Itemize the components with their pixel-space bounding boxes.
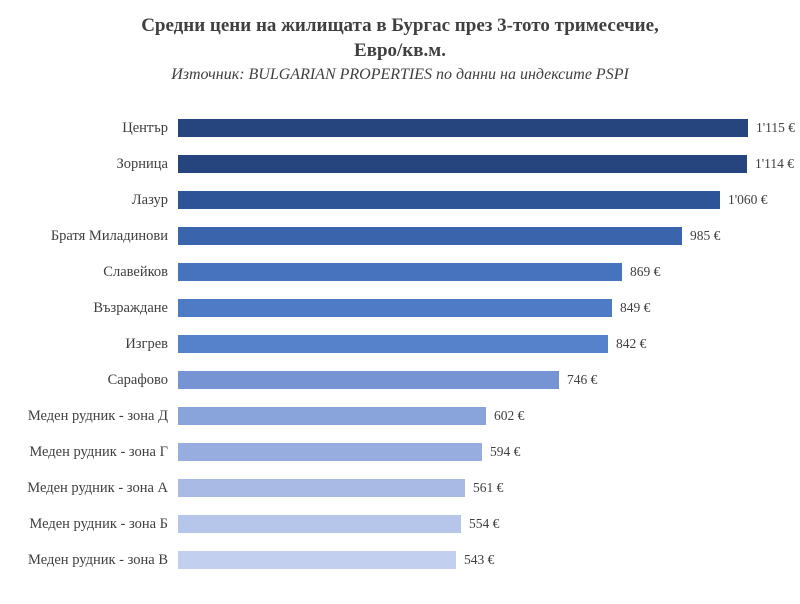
category-label: Меден рудник - зона В [28, 551, 168, 568]
bar-track: 985 € [178, 227, 800, 246]
bar-row: Сарафово 746 € [0, 362, 800, 398]
bar [178, 407, 486, 426]
bar [178, 515, 461, 534]
value-label: 554 € [469, 516, 500, 532]
category-label: Изгрев [125, 335, 168, 352]
category-label: Меден рудник - зона Д [27, 407, 168, 424]
bar-track: 1'114 € [178, 155, 800, 174]
bar-row: Братя Миладинови 985 € [0, 218, 800, 254]
bar-row: Зорница 1'114 € [0, 146, 800, 182]
bar-row: Славейков 869 € [0, 254, 800, 290]
bar [178, 443, 482, 462]
bar-row: Меден рудник - зона А 561 € [0, 470, 800, 506]
bar [178, 227, 682, 246]
bar [178, 119, 748, 138]
chart-title-line1: Средни цени на жилищата в Бургас през 3-… [141, 15, 659, 36]
value-label: 1'114 € [755, 156, 795, 172]
bar-row: Меден рудник - зона Г 594 € [0, 434, 800, 470]
value-label: 746 € [567, 372, 598, 388]
category-label: Меден рудник - зона Г [29, 443, 168, 460]
bar [178, 371, 559, 390]
bar-row: Център 1'115 € [0, 110, 800, 146]
bar-row: Възраждане 849 € [0, 290, 800, 326]
value-label: 543 € [464, 552, 495, 568]
bar [178, 479, 465, 498]
category-label: Възраждане [93, 299, 168, 316]
bar-row: Меден рудник - зона В 543 € [0, 542, 800, 578]
bar-track: 554 € [178, 515, 800, 534]
bar-track: 849 € [178, 299, 800, 318]
bar-row: Меден рудник - зона Д 602 € [0, 398, 800, 434]
value-label: 869 € [630, 264, 661, 280]
category-label: Център [122, 119, 168, 136]
bar [178, 263, 622, 282]
value-label: 842 € [616, 336, 647, 352]
category-label: Лазур [131, 191, 168, 208]
bar-track: 842 € [178, 335, 800, 354]
value-label: 594 € [490, 444, 521, 460]
bar [178, 191, 720, 210]
bar [178, 155, 747, 174]
bar-track: 543 € [178, 551, 800, 570]
bar-row: Изгрев 842 € [0, 326, 800, 362]
category-label: Славейков [103, 263, 168, 280]
bar-chart: Център 1'115 € Зорница 1'114 € Лазур 1'060 € Б… [0, 110, 800, 578]
bar [178, 335, 608, 354]
value-label: 602 € [494, 408, 525, 424]
bar-row: Лазур 1'060 € [0, 182, 800, 218]
category-label: Сарафово [107, 371, 168, 388]
value-label: 561 € [473, 480, 504, 496]
category-label: Меден рудник - зона Б [29, 515, 168, 532]
bar-track: 561 € [178, 479, 800, 498]
category-label: Меден рудник - зона А [27, 479, 168, 496]
category-label: Братя Миладинови [50, 227, 168, 244]
bar-track: 602 € [178, 407, 800, 426]
bar [178, 299, 612, 318]
bar-track: 1'115 € [178, 119, 800, 138]
bar-track: 1'060 € [178, 191, 800, 210]
chart-title-line2: Евро/кв.м. [354, 40, 446, 62]
value-label: 1'060 € [728, 192, 768, 208]
bar-track: 594 € [178, 443, 800, 462]
value-label: 985 € [690, 228, 721, 244]
value-label: 849 € [620, 300, 651, 316]
chart-header: Средни цени на жилищата в Бургас през 3-… [0, 0, 800, 84]
value-label: 1'115 € [756, 120, 796, 136]
bar-track: 869 € [178, 263, 800, 282]
bar [178, 551, 456, 570]
bar-row: Меден рудник - зона Б 554 € [0, 506, 800, 542]
category-label: Зорница [116, 155, 168, 172]
chart-subtitle: Източник: BULGARIAN PROPERTIES по данни … [171, 66, 629, 84]
bar-track: 746 € [178, 371, 800, 390]
